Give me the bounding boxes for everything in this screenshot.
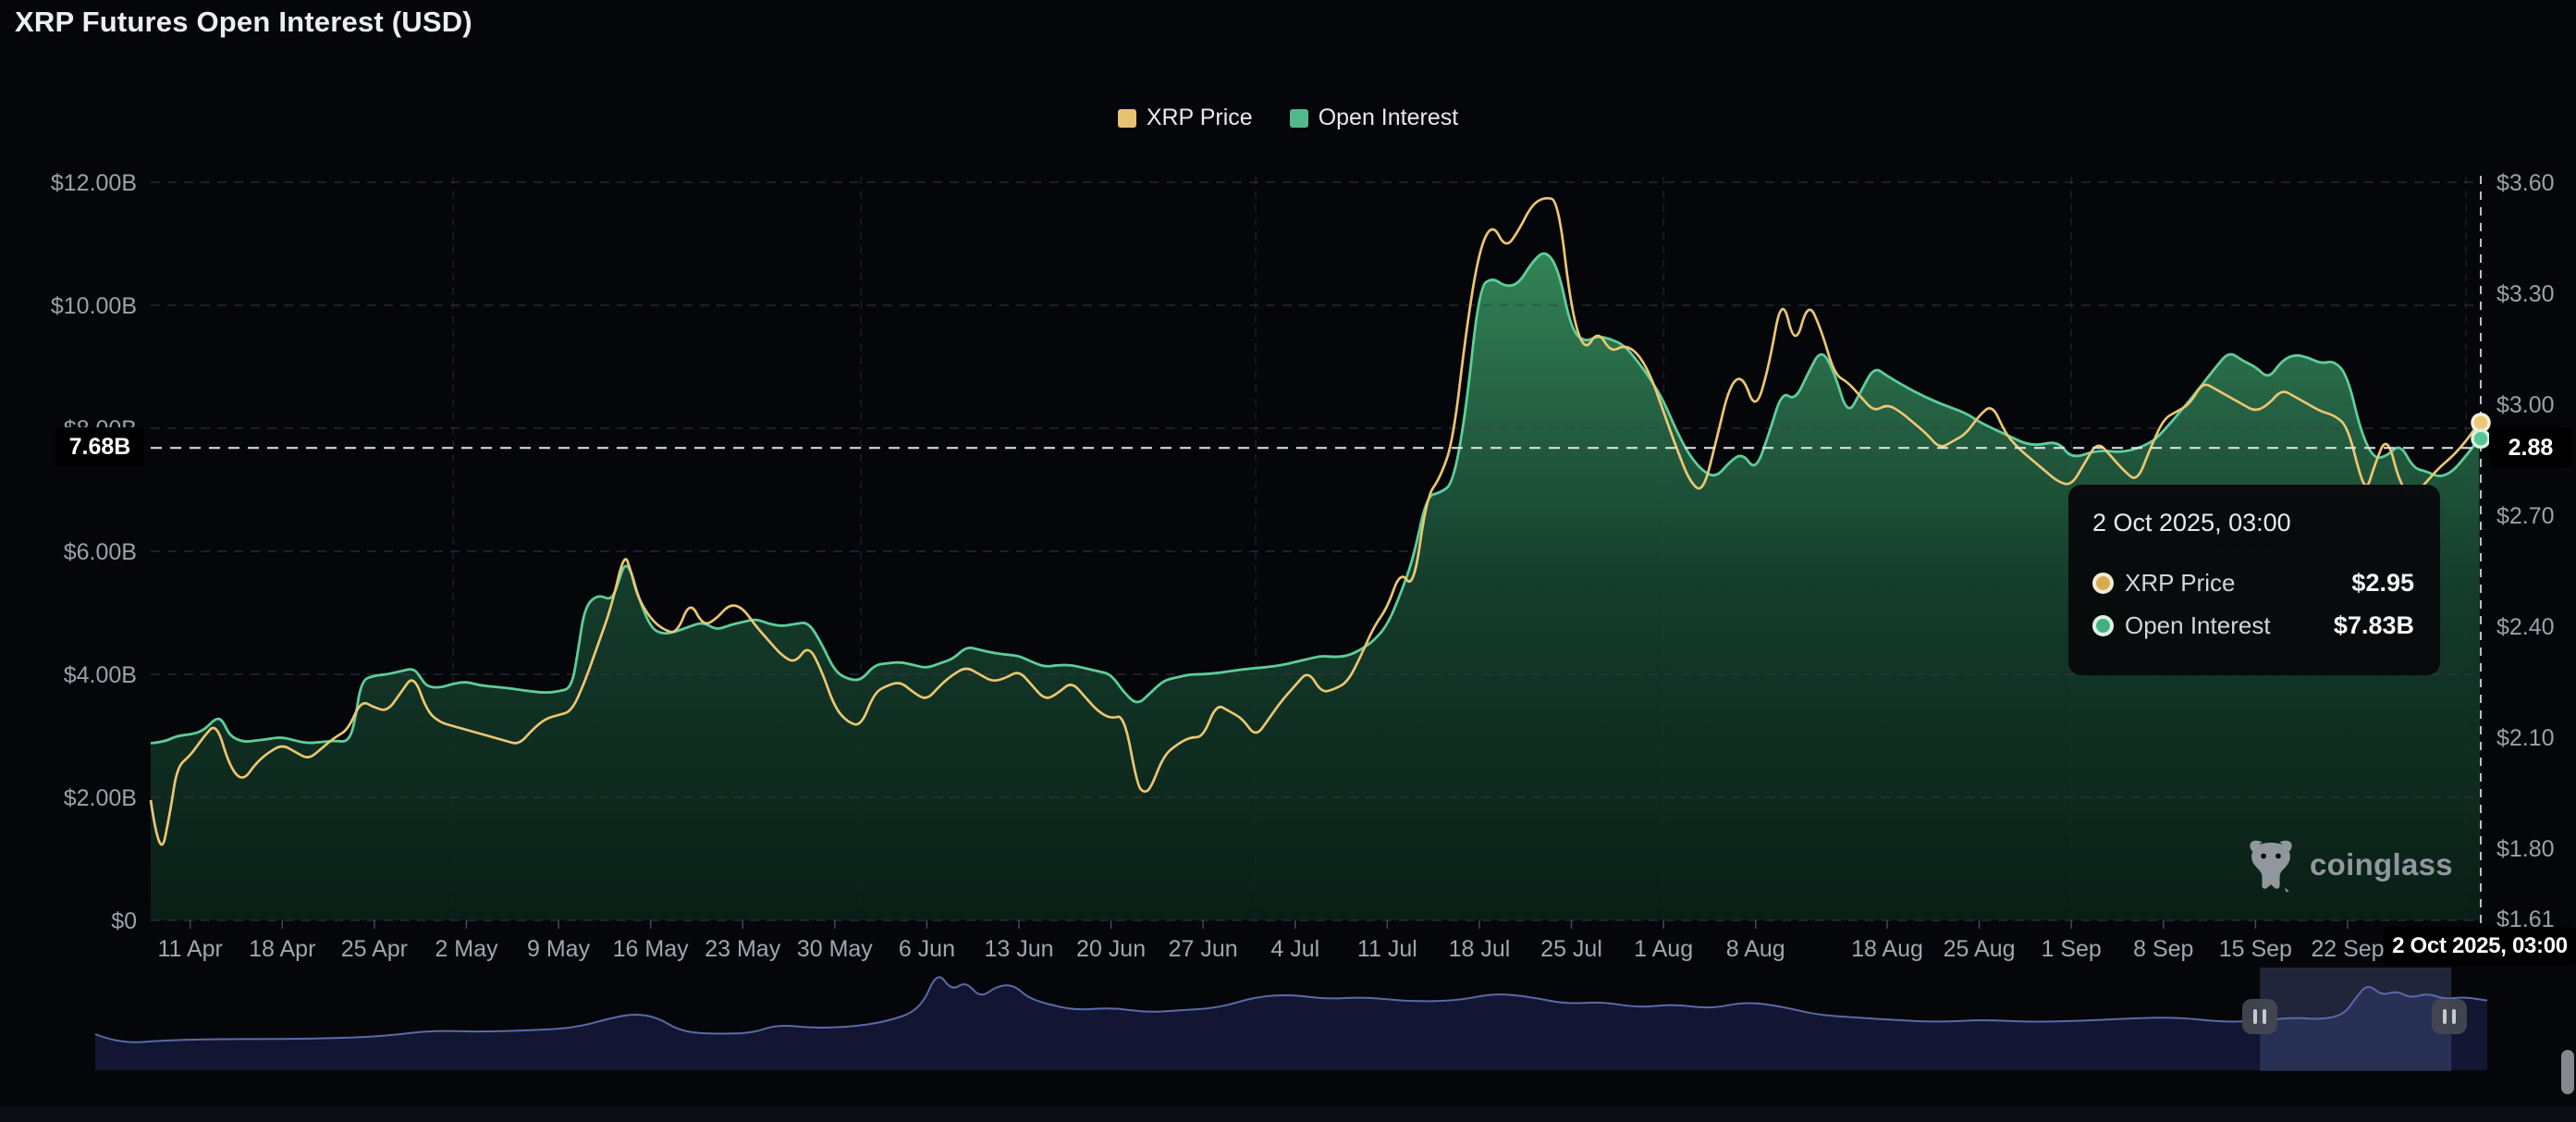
left-axis-label: $6.00B xyxy=(64,539,137,565)
navigator-left-handle[interactable] xyxy=(2242,999,2278,1034)
x-axis-label: 18 Jul xyxy=(1449,936,1511,962)
left-axis-label: $12.00B xyxy=(51,170,137,196)
x-axis-label: 30 May xyxy=(797,936,873,962)
bottom-strip xyxy=(0,1106,2576,1122)
right-axis-label: $3.30 xyxy=(2496,281,2555,307)
x-axis-label: 1 Sep xyxy=(2042,936,2102,962)
x-axis-label: 6 Jun xyxy=(899,936,955,962)
navigator-right-handle[interactable] xyxy=(2432,999,2468,1034)
xrp-price-last-marker xyxy=(2471,413,2491,433)
x-axis-label: 27 Jun xyxy=(1169,936,1238,962)
left-axis-current-value-badge: 7.68B xyxy=(55,427,144,466)
x-axis-label: 22 Sep xyxy=(2311,936,2384,962)
x-axis-label: 8 Sep xyxy=(2133,936,2193,962)
legend-item-xrp-price[interactable]: XRP Price xyxy=(1117,105,1253,131)
tooltip: 2 Oct 2025, 03:00 XRP Price $2.95 Open I… xyxy=(2068,485,2440,675)
tooltip-date: 2 Oct 2025, 03:00 xyxy=(2092,509,2291,536)
open-interest-dot-icon xyxy=(2092,614,2114,636)
tooltip-label-xrp-price: XRP Price xyxy=(2125,568,2236,597)
xrp-price-line xyxy=(149,196,2481,846)
left-axis-label: $10.00B xyxy=(51,293,137,319)
navigator-area[interactable] xyxy=(95,977,2487,1070)
left-axis-label: $0 xyxy=(111,908,137,934)
x-axis-label: 11 Apr xyxy=(157,936,222,962)
tooltip-row-xrp-price: XRP Price $2.95 xyxy=(2092,561,2414,604)
left-axis-label: $2.00B xyxy=(64,785,137,811)
legend-item-open-interest[interactable]: Open Interest xyxy=(1289,105,1459,131)
xrp-price-swatch-icon xyxy=(1117,108,1136,128)
xrp-price-dot-icon xyxy=(2092,572,2114,594)
right-axis-current-value-badge: 2.88 xyxy=(2489,428,2572,467)
open-interest-swatch-icon xyxy=(1289,108,1308,128)
right-axis-label: $3.00 xyxy=(2496,392,2555,418)
tooltip-value-open-interest: $7.83B xyxy=(2333,610,2414,639)
x-axis-label: 18 Aug xyxy=(1851,936,1923,962)
x-axis-label: 20 Jun xyxy=(1076,936,1146,962)
x-axis-label: 18 Apr xyxy=(249,936,315,962)
coinglass-bull-icon xyxy=(2250,840,2292,893)
left-axis-label: $4.00B xyxy=(64,662,137,688)
x-axis-label: 25 Apr xyxy=(341,936,408,962)
legend-label-xrp-price: XRP Price xyxy=(1146,105,1253,130)
coinglass-watermark: coinglass xyxy=(2245,837,2453,893)
right-axis-label: $2.10 xyxy=(2496,725,2555,751)
page-title: XRP Futures Open Interest (USD) xyxy=(15,6,472,38)
x-axis-label: 13 Jun xyxy=(984,936,1053,962)
vertical-scrollbar-thumb[interactable] xyxy=(2561,1050,2574,1094)
navigator-selection[interactable] xyxy=(2260,968,2452,1071)
open-interest-last-marker xyxy=(2471,428,2491,450)
x-axis-label: 11 Jul xyxy=(1357,936,1417,962)
x-axis-label: 16 May xyxy=(613,936,689,962)
legend-label-open-interest: Open Interest xyxy=(1318,105,1459,130)
x-axis-label: 4 Jul xyxy=(1270,936,1319,962)
right-axis-label: $1.80 xyxy=(2496,836,2555,862)
x-axis-label: 1 Aug xyxy=(1634,936,1693,962)
open-interest-area xyxy=(151,253,2481,921)
x-axis-label: 23 May xyxy=(705,936,780,962)
right-axis-label: $3.60 xyxy=(2496,170,2555,196)
x-axis-label: 9 May xyxy=(527,936,591,962)
x-axis-label: 2 May xyxy=(435,936,498,962)
watermark-text: coinglass xyxy=(2310,847,2453,882)
x-axis-current-date-badge: 2 Oct 2025, 03:00 xyxy=(2384,927,2576,966)
x-axis-label: 8 Aug xyxy=(1726,936,1785,962)
tooltip-value-xrp-price: $2.95 xyxy=(2351,568,2414,597)
x-axis-label: 25 Jul xyxy=(1540,936,1602,962)
x-axis-label: 15 Sep xyxy=(2219,936,2292,962)
legend: XRP Price Open Interest xyxy=(0,105,2576,131)
right-axis-label: $2.40 xyxy=(2496,614,2555,640)
tooltip-row-open-interest: Open Interest $7.83B xyxy=(2092,604,2414,647)
x-axis-label: 25 Aug xyxy=(1944,936,2016,962)
tooltip-label-open-interest: Open Interest xyxy=(2125,610,2271,639)
right-axis-label: $2.70 xyxy=(2496,503,2555,529)
